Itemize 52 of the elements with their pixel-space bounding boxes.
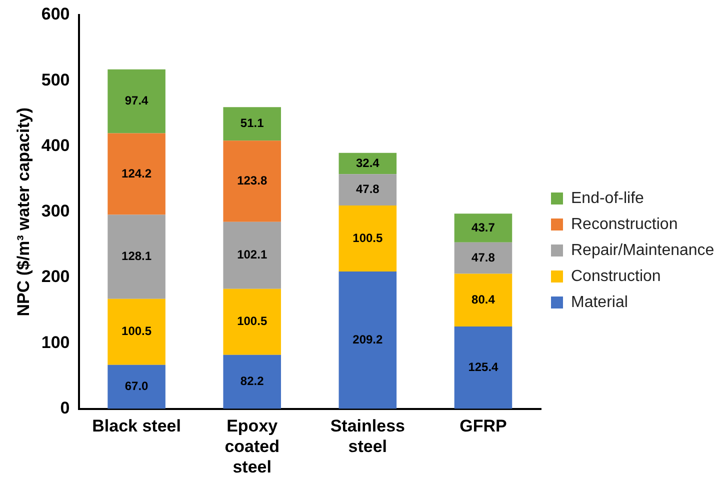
- data-label: 67.0: [124, 379, 149, 394]
- bar: [108, 214, 166, 299]
- data-label: 47.8: [472, 250, 496, 264]
- data-label: 51.1: [240, 116, 264, 130]
- data-label: 124.2: [122, 166, 152, 180]
- bar: [223, 288, 281, 355]
- y-tick-label: 0: [60, 398, 70, 418]
- bar: [108, 69, 166, 134]
- y-tick-label: 100: [41, 332, 70, 352]
- x-tick-label: Black steel: [92, 416, 181, 436]
- bar: [454, 274, 512, 326]
- data-label: 100.5: [237, 314, 268, 328]
- data-label: 209.2: [352, 332, 383, 346]
- x-tick-label: Stainless steel: [330, 416, 405, 456]
- bar: [338, 174, 397, 206]
- legend-label: Construction: [571, 268, 661, 285]
- x-tick-label: Epoxy coated steel: [224, 416, 280, 476]
- bar: [454, 214, 512, 242]
- bar: [338, 206, 397, 272]
- y-tick-label: 600: [41, 4, 70, 24]
- bar: [223, 222, 281, 289]
- bar: [108, 133, 166, 215]
- data-label: 128.1: [122, 249, 152, 264]
- data-label: 47.8: [356, 182, 380, 196]
- y-tick-label: 300: [41, 202, 70, 221]
- data-label: 82.2: [240, 374, 264, 388]
- y-tick-label: 500: [41, 70, 70, 90]
- bar: [338, 271, 397, 409]
- bar: [108, 298, 166, 365]
- x-tick-label: GFRP: [460, 416, 507, 436]
- data-label: 102.1: [237, 248, 268, 262]
- legend-label: Material: [571, 294, 628, 311]
- y-tick-label: 200: [41, 267, 70, 286]
- y-axis-title: NPC ($/m³ water capacity): [14, 108, 33, 316]
- data-label: 97.4: [124, 94, 149, 108]
- data-label: 80.4: [472, 292, 496, 306]
- data-label: 125.4: [468, 360, 499, 374]
- legend-label: End-of-life: [571, 190, 644, 207]
- bar: [108, 364, 166, 409]
- data-label: 32.4: [356, 156, 380, 170]
- data-label: 100.5: [122, 324, 152, 338]
- bar: [454, 326, 512, 409]
- data-label: 43.7: [472, 220, 496, 234]
- bar: [223, 354, 281, 409]
- bar: [454, 242, 512, 274]
- data-label: 100.5: [352, 230, 383, 245]
- legend-label: Reconstruction: [571, 216, 678, 233]
- y-tick-label: 400: [41, 136, 70, 155]
- bar: [223, 140, 281, 222]
- legend-label: Repair/Maintenance: [571, 242, 714, 259]
- bar: [223, 107, 281, 141]
- data-label: 123.8: [237, 174, 268, 188]
